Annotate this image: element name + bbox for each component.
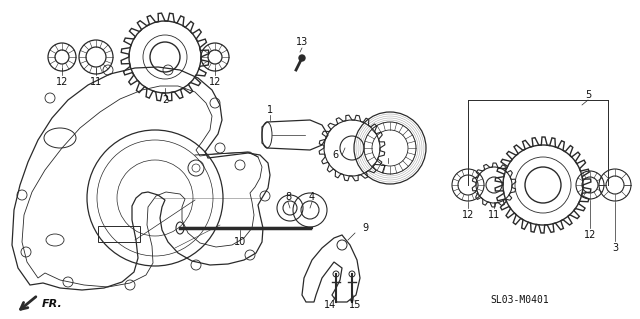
Text: 3: 3 (612, 243, 618, 253)
Text: 11: 11 (90, 77, 102, 87)
Bar (98, 226, 140, 242)
Text: 5: 5 (585, 90, 591, 100)
Text: 12: 12 (584, 230, 596, 240)
Circle shape (299, 55, 305, 61)
Text: 10: 10 (234, 237, 246, 247)
Text: 6: 6 (332, 150, 338, 160)
Text: 15: 15 (349, 300, 361, 310)
Text: 12: 12 (209, 77, 221, 87)
Text: SL03-M0401: SL03-M0401 (490, 295, 548, 305)
Text: 12: 12 (56, 77, 68, 87)
Text: 13: 13 (296, 37, 308, 47)
Text: 4: 4 (309, 192, 315, 202)
Text: FR.: FR. (42, 299, 63, 309)
Text: 9: 9 (362, 223, 368, 233)
Text: 7: 7 (379, 165, 385, 175)
Text: 2: 2 (162, 95, 168, 105)
Text: 1: 1 (267, 105, 273, 115)
Text: 14: 14 (324, 300, 336, 310)
Text: 11: 11 (488, 210, 500, 220)
Text: 12: 12 (462, 210, 474, 220)
Text: 8: 8 (285, 192, 291, 202)
